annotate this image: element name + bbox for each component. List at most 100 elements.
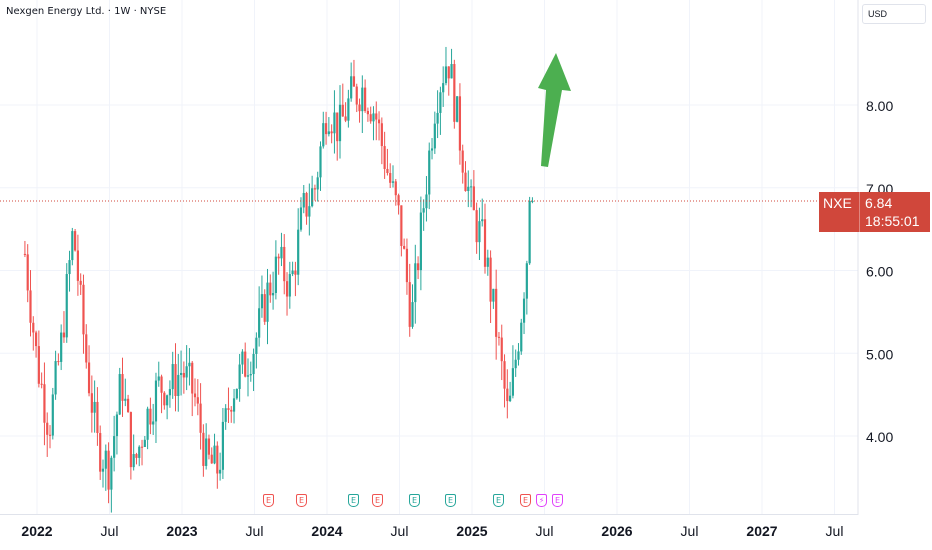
candle-body (492, 288, 495, 302)
earnings-marker[interactable]: E (520, 494, 531, 507)
earnings-marker[interactable]: E (445, 494, 456, 507)
candle-body (171, 364, 174, 390)
candle-body (280, 246, 283, 259)
candle-body (207, 438, 211, 455)
candle-body (352, 76, 356, 87)
candle-body (124, 398, 127, 401)
candle-body (146, 408, 149, 440)
candle-body (71, 231, 74, 261)
candle-body (375, 113, 378, 120)
candle-body (241, 351, 244, 365)
y-tick-label: 8.00 (866, 98, 893, 114)
candle-body (57, 361, 60, 363)
earnings-marker[interactable]: E (296, 494, 307, 507)
earnings-marker[interactable]: E (348, 494, 359, 507)
candle-body (182, 372, 185, 378)
price-tag-ticker: NXE (823, 195, 852, 211)
candle-body (389, 172, 392, 183)
candle-body (82, 284, 85, 335)
candle-body (341, 104, 344, 117)
candle-body (383, 146, 386, 169)
candle-body (495, 288, 498, 337)
candle-body (62, 332, 66, 338)
candle-body (227, 408, 230, 410)
candle-body (110, 457, 113, 490)
candle-body (202, 432, 205, 466)
candle-body (422, 208, 425, 213)
candle-body (316, 177, 319, 190)
price-axis[interactable]: 4.005.006.007.008.00 (866, 98, 893, 445)
candle-body (500, 337, 503, 362)
candle-body (408, 282, 411, 327)
candle-body (65, 274, 68, 338)
candle-body (188, 362, 191, 367)
candle-body (528, 200, 531, 264)
candle-body (489, 257, 492, 302)
candle-body (87, 362, 91, 394)
candle-body (405, 248, 409, 283)
candle-body (361, 87, 364, 112)
currency-button[interactable]: USD (862, 4, 926, 24)
candle-body (453, 64, 456, 122)
candle-body (79, 280, 82, 285)
earnings-marker[interactable]: E (409, 494, 420, 507)
candle-body (344, 116, 347, 121)
candle-body (216, 445, 219, 474)
candle-body (274, 256, 277, 294)
candle-body (238, 364, 241, 389)
candle-body (467, 186, 470, 192)
earnings-marker[interactable]: E (263, 494, 274, 507)
candle-body (503, 361, 506, 389)
candle-body (132, 454, 135, 468)
candle-body (333, 112, 336, 134)
symbol-title[interactable]: Nexgen Energy Ltd. · 1W · NYSE (6, 6, 167, 17)
candle-body (60, 332, 63, 362)
candle-body (244, 351, 247, 377)
x-tick-label: 2023 (166, 523, 197, 539)
candle-body (152, 421, 155, 425)
candle-body (149, 408, 152, 425)
candle-body (258, 308, 261, 338)
earnings-marker[interactable]: E (493, 494, 504, 507)
candle-body (311, 188, 314, 207)
candle-body (68, 260, 71, 275)
candle-body (26, 254, 29, 291)
x-tick-label: Jul (681, 523, 699, 539)
candle-body (336, 112, 339, 142)
earnings-marker[interactable]: E (552, 494, 563, 507)
candle-body (319, 146, 322, 178)
candle-body (369, 114, 372, 122)
candle-body (372, 113, 375, 122)
candle-body (46, 422, 49, 435)
candle-body (308, 206, 311, 217)
candle-body (199, 403, 202, 433)
earnings-marker[interactable]: E (372, 494, 383, 507)
candle-body (358, 104, 361, 112)
candle-body (23, 253, 27, 255)
last-price-tag: NXE 6.84 18:55:01 (819, 192, 930, 232)
time-axis[interactable]: 2022 Jul 2023 Jul 2024 Jul 2025 Jul 2026 Jul 2027 J… (21, 523, 843, 539)
earnings-marker[interactable]: ⚡ (536, 494, 547, 507)
candle-body (330, 131, 333, 134)
price-tag-price: 6.84 (865, 195, 893, 211)
candle-body (444, 66, 448, 84)
x-tick-label: 2022 (21, 523, 52, 539)
candle-body (511, 368, 514, 396)
candle-body (377, 119, 381, 124)
candle-body (302, 192, 305, 208)
candle-body (185, 366, 188, 378)
candle-body (397, 195, 400, 206)
candle-body (414, 263, 417, 303)
candle-body (37, 346, 40, 384)
candle-body (232, 398, 236, 412)
candle-body (456, 96, 459, 122)
candle-body (107, 450, 110, 490)
candle-body (285, 281, 289, 297)
candle-body (472, 186, 475, 211)
candle-body (324, 123, 328, 135)
candle-body (213, 445, 216, 464)
x-tick-label: Jul (826, 523, 844, 539)
candle-body (386, 168, 389, 173)
candle-body (143, 439, 146, 448)
